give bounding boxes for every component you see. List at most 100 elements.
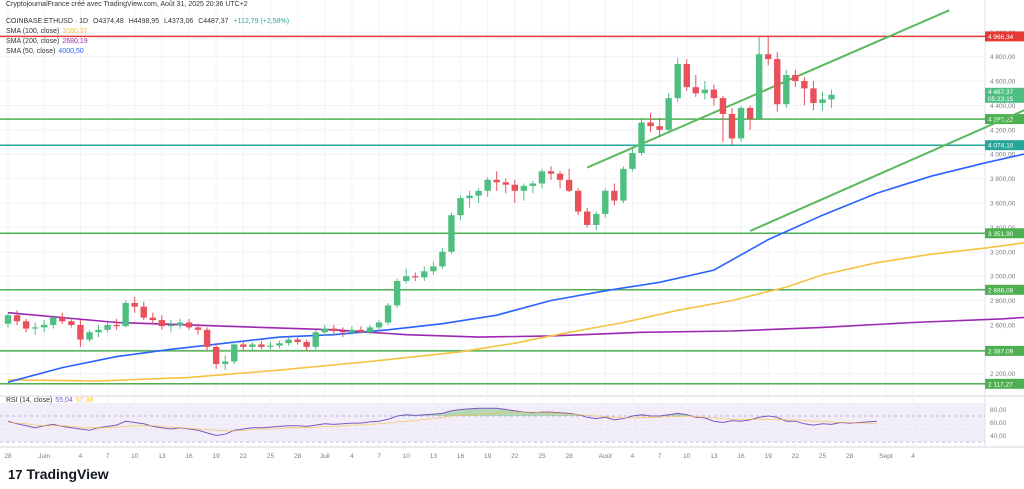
ohlc-legend: COINBASE:ETHUSD · 1D O4374,48 H4498,95 L…	[6, 18, 289, 25]
candle-body	[131, 302, 138, 307]
rsi-overbought-fill	[8, 408, 877, 416]
time-tick-label: 22	[240, 453, 248, 460]
candle-body	[122, 302, 129, 327]
candle-body	[421, 271, 428, 278]
price-tick-label: 3 800,00	[990, 176, 1016, 183]
time-tick-label: 25	[819, 453, 827, 460]
level-badge	[985, 284, 1024, 295]
level-badge	[985, 228, 1024, 239]
candle-body	[267, 345, 274, 347]
time-tick-label: 4	[911, 453, 915, 460]
candle-body	[104, 324, 111, 330]
candle-body	[547, 171, 555, 174]
price-tick-label: 4 000,00	[990, 152, 1016, 159]
rsi-band	[0, 403, 985, 442]
level-badge	[985, 345, 1024, 356]
high-value: H4498,95	[128, 18, 160, 25]
time-tick-label: 7	[377, 453, 381, 460]
time-tick-label: 25	[538, 453, 546, 460]
candle-body	[176, 322, 184, 325]
price-tick-label: 4 600,00	[990, 79, 1016, 86]
candle-body	[222, 361, 229, 364]
sma50-legend[interactable]: SMA (50, close) 4000,50	[6, 48, 84, 55]
candle-body	[611, 190, 618, 201]
level-label: 4 966,34	[988, 34, 1014, 41]
candle-body	[574, 190, 582, 212]
tv-logo-icon: 17	[8, 467, 23, 482]
time-tick-label: Juil	[320, 453, 330, 460]
candle-body	[13, 315, 21, 322]
candle-body	[439, 251, 446, 267]
time-tick-label: 16	[737, 453, 745, 460]
price-tick-label: 3 000,00	[990, 274, 1016, 281]
candle-body	[466, 195, 473, 199]
level-label: 3 351,90	[988, 231, 1014, 238]
candle-body	[149, 317, 156, 321]
candle-body	[113, 324, 120, 327]
candle-body	[728, 113, 736, 139]
sma100-legend[interactable]: SMA (100, close) 3580,37	[6, 28, 88, 35]
rsi-legend[interactable]: RSI (14, close) 55,04 57,38	[6, 397, 94, 404]
sma50-line	[7, 153, 1024, 383]
candle-body	[520, 185, 528, 191]
chart-credit: CryptojournalFrance créé avec TradingVie…	[6, 1, 248, 8]
time-tick-label: 4	[631, 453, 635, 460]
candle-body	[556, 173, 564, 180]
price-tick-label: 2 200,00	[990, 371, 1016, 378]
level-label: 4 074,10	[988, 143, 1014, 150]
candle-body	[4, 315, 12, 324]
candle-body	[584, 211, 591, 225]
tradingview-logo[interactable]: 17 TradingView	[8, 466, 109, 482]
candle-body	[774, 59, 781, 105]
level-badge	[985, 140, 1024, 151]
symbol-label[interactable]: COINBASE:ETHUSD · 1D	[6, 18, 89, 25]
price-tick-label: 2 800,00	[990, 298, 1016, 305]
candle-body	[50, 317, 57, 325]
candle-body	[538, 171, 546, 184]
close-value: C4487,37	[198, 18, 229, 25]
candle-body	[448, 215, 455, 252]
price-tick-label: 4 200,00	[990, 127, 1016, 134]
time-tick-label: 22	[792, 453, 800, 460]
candle-body	[41, 324, 48, 328]
candle-body	[312, 332, 319, 347]
candle-body	[95, 329, 102, 333]
rsi-tick-label: 80,00	[990, 407, 1007, 414]
candle-body	[285, 339, 292, 344]
candle-timer: 05:23:15	[988, 96, 1014, 103]
candle-body	[674, 63, 681, 99]
level-label: 2 888,08	[988, 287, 1014, 294]
candle-body	[719, 98, 727, 114]
time-tick-label: 13	[430, 453, 438, 460]
candle-body	[810, 88, 817, 104]
candle-body	[493, 179, 500, 183]
price-tick-label: 4 400,00	[990, 103, 1016, 110]
candle-body	[746, 107, 754, 119]
sma200-legend[interactable]: SMA (200, close) 2680,19	[6, 38, 88, 45]
candle-body	[339, 331, 347, 333]
candle-body	[502, 182, 509, 185]
candle-body	[683, 63, 690, 88]
time-tick-label: 28	[294, 453, 302, 460]
candle-body	[620, 168, 627, 201]
candle-body	[375, 322, 383, 328]
candle-body	[294, 339, 301, 343]
time-tick-label: 25	[267, 453, 275, 460]
price-tick-label: 2 600,00	[990, 322, 1016, 329]
candle-body	[412, 276, 419, 278]
candle-body	[484, 179, 491, 191]
time-tick-label: 4	[79, 453, 83, 460]
rsi-ma-line	[7, 411, 877, 432]
candle-body	[203, 329, 211, 347]
candle-body	[393, 281, 401, 306]
candle-body	[185, 322, 193, 328]
price-tick-label: 3 600,00	[990, 201, 1016, 208]
candle-body	[737, 107, 745, 139]
candle-body	[158, 320, 166, 327]
candle-body	[475, 190, 482, 196]
level-label: 2 117,27	[988, 381, 1013, 388]
sma100-line	[7, 242, 1024, 382]
candle-body	[321, 328, 328, 333]
candle-body	[77, 324, 84, 340]
